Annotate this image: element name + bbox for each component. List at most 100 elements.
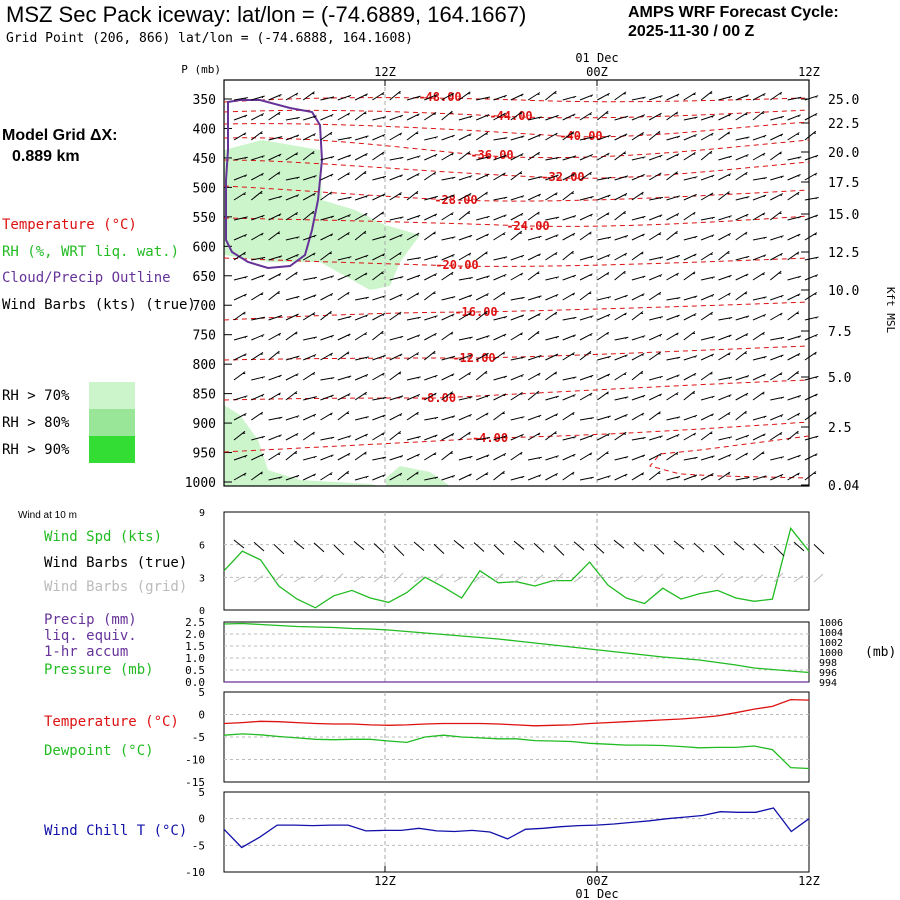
wind-barb-feather [296, 416, 298, 418]
wind-barb [320, 436, 335, 441]
wind-barb [804, 333, 818, 341]
wind-barb [752, 272, 766, 281]
wind-barb-feather [365, 375, 367, 377]
wind-barb-feather [347, 334, 350, 337]
wind-barb-feather [589, 274, 592, 277]
wind-barb-feather [486, 437, 489, 440]
wind-barb-feather [347, 95, 350, 98]
bottom-time-tick-label: 12Z [374, 874, 396, 888]
rh-shade-region-2 [386, 466, 450, 486]
wind-barb-feather [780, 415, 783, 417]
wind-barb-feather [780, 337, 783, 340]
wind-barb [424, 94, 438, 101]
wind-speed-line [223, 526, 810, 609]
wind-barb-true [813, 544, 825, 555]
wind-barb-feather [330, 377, 333, 380]
wind-barb [804, 393, 818, 401]
wind-barb-feather [676, 154, 679, 157]
wind-barb-feather [382, 475, 385, 477]
wind-barb-feather [433, 334, 437, 336]
wind-barb-feather [659, 335, 662, 337]
panel-3-ytick-label: -5 [192, 731, 205, 744]
wind-barb-feather [728, 156, 731, 159]
wind-barb-grid [433, 573, 444, 583]
wind-barb [354, 195, 369, 201]
wind-barb [475, 173, 490, 181]
wind-barb-feather [676, 357, 679, 360]
isotherm-line-1 [223, 109, 810, 119]
wind-barb-feather [815, 436, 817, 439]
wind-barb [372, 133, 386, 141]
wind-barb-feather [503, 95, 506, 98]
wind-barb [614, 336, 629, 341]
wind-barb-feather [641, 115, 644, 117]
wind-barb-feather [381, 314, 385, 316]
wind-barb [700, 395, 715, 401]
wind-barb-feather [728, 275, 731, 278]
wind-barb-feather [779, 194, 783, 196]
wind-barb-feather [313, 295, 316, 298]
wind-barb [614, 210, 626, 221]
wind-barb-feather [797, 294, 800, 297]
wind-barb-feather [399, 175, 402, 178]
wind-barb [233, 276, 248, 281]
wind-barb [631, 96, 646, 101]
wind-barb [303, 396, 317, 401]
wind-barb [648, 351, 661, 361]
wind-barb-feather [555, 295, 558, 297]
wind-barb [614, 252, 628, 261]
wind-barb-feather [416, 234, 419, 236]
wind-barb [337, 291, 350, 301]
wind-barb-feather [520, 435, 523, 437]
wind-barb-feather [797, 455, 800, 458]
wind-barb-feather [572, 174, 575, 176]
wind-barb [579, 332, 593, 341]
wind-barb [476, 215, 490, 221]
wind-barb [233, 353, 247, 361]
wind-barb [424, 434, 438, 441]
wind-barb-feather [607, 237, 610, 239]
wind-barb [683, 372, 697, 381]
wind-barb [718, 95, 733, 101]
wind-barb [441, 212, 454, 221]
wind-barb [649, 196, 663, 201]
wind-barb [631, 370, 644, 381]
wind-barb-true [613, 539, 625, 549]
wind-barb-feather [312, 194, 315, 196]
wind-barb [700, 252, 714, 261]
wind-barb [579, 273, 593, 281]
wind-barb-feather [590, 375, 592, 378]
wind-barb-feather [434, 477, 437, 479]
wind-barb [545, 234, 559, 241]
wind-barb [476, 436, 490, 441]
wind-barb [320, 394, 334, 401]
wind-barb [268, 434, 282, 441]
wind-barb [493, 470, 505, 481]
wind-barb [597, 475, 611, 481]
wind-barb-feather [710, 414, 713, 417]
wind-barb [285, 117, 300, 121]
wind-barb [597, 254, 611, 261]
height-tick-label: 2.5 [828, 421, 851, 436]
wind-barb-feather [728, 455, 731, 457]
wind-barb-feather [330, 216, 333, 219]
wind-barb-feather [520, 375, 523, 377]
wind-barb-feather [728, 335, 731, 338]
wind-barb [631, 311, 644, 321]
wind-barb-feather [572, 455, 575, 457]
wind-barb [666, 392, 679, 401]
wind-barb [389, 90, 401, 101]
wind-barb [579, 196, 594, 201]
wind-barb-feather [312, 253, 315, 256]
wind-barb [562, 376, 577, 381]
wind-barb [406, 131, 419, 141]
wind-barb [545, 132, 558, 141]
rh-shade-region-1 [224, 405, 380, 486]
wind-barb [320, 334, 334, 341]
wind-barb [683, 116, 698, 121]
wind-barb [337, 256, 352, 261]
legend-pressure: Pressure (mb) [44, 662, 154, 678]
bottom-time-tick-label: 00Z [586, 874, 608, 888]
wind-barb [424, 416, 439, 421]
wind-barb [770, 312, 783, 321]
